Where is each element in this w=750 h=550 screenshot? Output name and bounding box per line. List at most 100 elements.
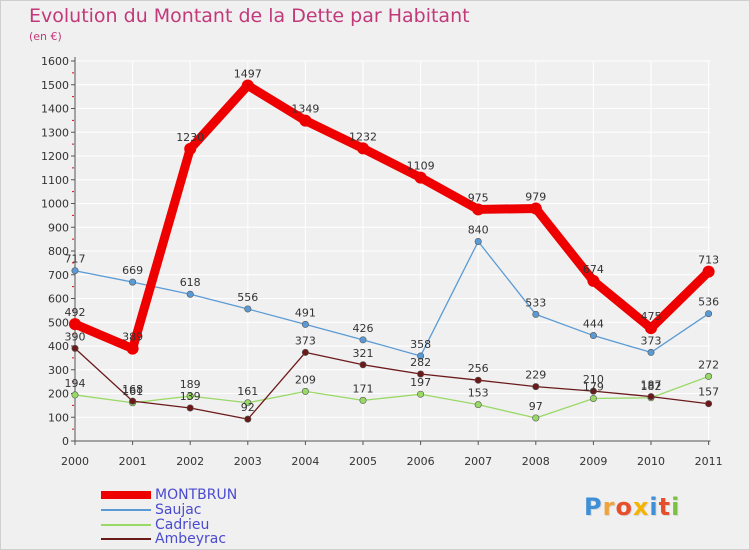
legend-swatch-saujac (101, 509, 151, 511)
data-point-saujac (301, 320, 309, 328)
data-point-ambeyrac (647, 393, 655, 401)
data-point-ambeyrac (359, 361, 367, 369)
y-tick-label: 1100 (41, 174, 69, 187)
y-tick-label: 600 (48, 293, 69, 306)
data-point-saujac (417, 352, 425, 360)
data-label-cadrieu: 97 (529, 400, 543, 413)
logo-letter: P (584, 493, 603, 521)
data-point-saujac (71, 267, 79, 275)
y-tick-label: 1300 (41, 126, 69, 139)
x-tick-label: 2008 (522, 455, 550, 468)
data-label-ambeyrac: 157 (698, 386, 719, 399)
data-point-ambeyrac (301, 348, 309, 356)
data-point-saujac (647, 348, 655, 356)
data-point-cadrieu (244, 399, 252, 407)
data-label-ambeyrac: 168 (122, 383, 143, 396)
data-label-ambeyrac: 321 (353, 347, 374, 360)
y-tick-label: 300 (48, 364, 69, 377)
data-point-montbrun (702, 265, 715, 278)
data-label-ambeyrac: 92 (241, 401, 255, 414)
data-point-montbrun (126, 342, 139, 355)
data-label-saujac: 491 (295, 306, 316, 319)
y-tick-label: 800 (48, 245, 69, 258)
data-point-saujac (359, 336, 367, 344)
data-label-cadrieu: 209 (295, 373, 316, 386)
chart-title: Evolution du Montant de la Dette par Hab… (29, 5, 470, 27)
series-line-saujac (74, 240, 710, 357)
data-label-saujac: 373 (641, 334, 662, 347)
legend-swatch-montbrun (101, 491, 151, 499)
data-point-ambeyrac (705, 400, 713, 408)
data-label-montbrun: 389 (122, 331, 143, 344)
y-tick-label: 400 (48, 340, 69, 353)
data-label-ambeyrac: 210 (583, 373, 604, 386)
data-label-ambeyrac: 229 (525, 369, 546, 382)
logo-letter: i (649, 493, 659, 521)
x-tick-label: 2010 (637, 455, 665, 468)
data-point-montbrun (645, 322, 657, 335)
data-point-ambeyrac (71, 344, 79, 352)
data-label-montbrun: 492 (65, 306, 86, 319)
data-label-ambeyrac: 187 (641, 379, 662, 392)
x-tick-label: 2001 (119, 455, 147, 468)
data-label-saujac: 426 (353, 322, 374, 335)
data-point-cadrieu (359, 396, 367, 404)
data-label-cadrieu: 179 (583, 380, 604, 393)
data-point-cadrieu (589, 394, 597, 402)
data-point-ambeyrac (417, 370, 425, 378)
data-label-montbrun: 979 (525, 190, 546, 203)
legend-swatch-ambeyrac (101, 538, 151, 540)
data-label-saujac: 536 (698, 296, 719, 309)
data-label-saujac: 444 (583, 318, 604, 331)
unit-label: (en €) (29, 30, 62, 43)
legend-label-ambeyrac: Ambeyrac (155, 531, 227, 547)
data-label-montbrun: 1230 (176, 131, 204, 144)
data-label-cadrieu: 153 (468, 387, 489, 400)
data-label-ambeyrac: 256 (468, 362, 489, 375)
data-label-montbrun: 1232 (349, 130, 377, 143)
data-label-montbrun: 975 (468, 191, 489, 204)
data-point-montbrun (357, 142, 369, 155)
data-point-montbrun (529, 202, 542, 215)
y-tick-label: 700 (48, 269, 69, 282)
data-point-montbrun (69, 318, 81, 331)
data-point-cadrieu (186, 392, 194, 400)
data-label-ambeyrac: 373 (295, 334, 316, 347)
data-label-cadrieu: 197 (410, 376, 431, 389)
y-tick-label: 1500 (41, 79, 69, 92)
legend-label-saujac: Saujac (155, 502, 202, 518)
data-label-cadrieu: 182 (641, 380, 662, 393)
x-tick-label: 2003 (234, 455, 262, 468)
x-tick-label: 2000 (61, 455, 89, 468)
data-point-saujac (186, 290, 194, 298)
x-tick-label: 2009 (579, 455, 607, 468)
data-label-saujac: 358 (410, 338, 431, 351)
legend-item-saujac: Saujac (101, 502, 202, 518)
data-label-cadrieu: 189 (180, 378, 201, 391)
data-point-saujac (244, 305, 252, 313)
data-point-cadrieu (71, 391, 79, 399)
data-label-ambeyrac: 282 (410, 356, 431, 369)
x-tick-label: 2002 (176, 455, 204, 468)
logo-letter: t (658, 493, 672, 521)
series-line-cadrieu (74, 375, 710, 419)
x-tick-label: 2006 (407, 455, 435, 468)
data-point-montbrun (241, 79, 254, 92)
x-tick-label: 2007 (464, 455, 492, 468)
data-point-saujac (589, 332, 597, 340)
data-point-montbrun (299, 114, 312, 127)
y-tick-label: 1000 (41, 198, 69, 211)
data-label-saujac: 840 (468, 224, 489, 237)
data-point-ambeyrac (186, 404, 194, 412)
x-tick-label: 2005 (349, 455, 377, 468)
data-label-montbrun: 713 (698, 254, 719, 267)
data-point-ambeyrac (244, 415, 252, 423)
data-point-ambeyrac (532, 383, 540, 391)
legend-label-montbrun: MONTBRUN (155, 487, 238, 503)
data-point-montbrun (184, 142, 197, 155)
data-point-ambeyrac (474, 376, 482, 384)
data-point-saujac (474, 238, 482, 246)
data-label-cadrieu: 272 (698, 358, 719, 371)
